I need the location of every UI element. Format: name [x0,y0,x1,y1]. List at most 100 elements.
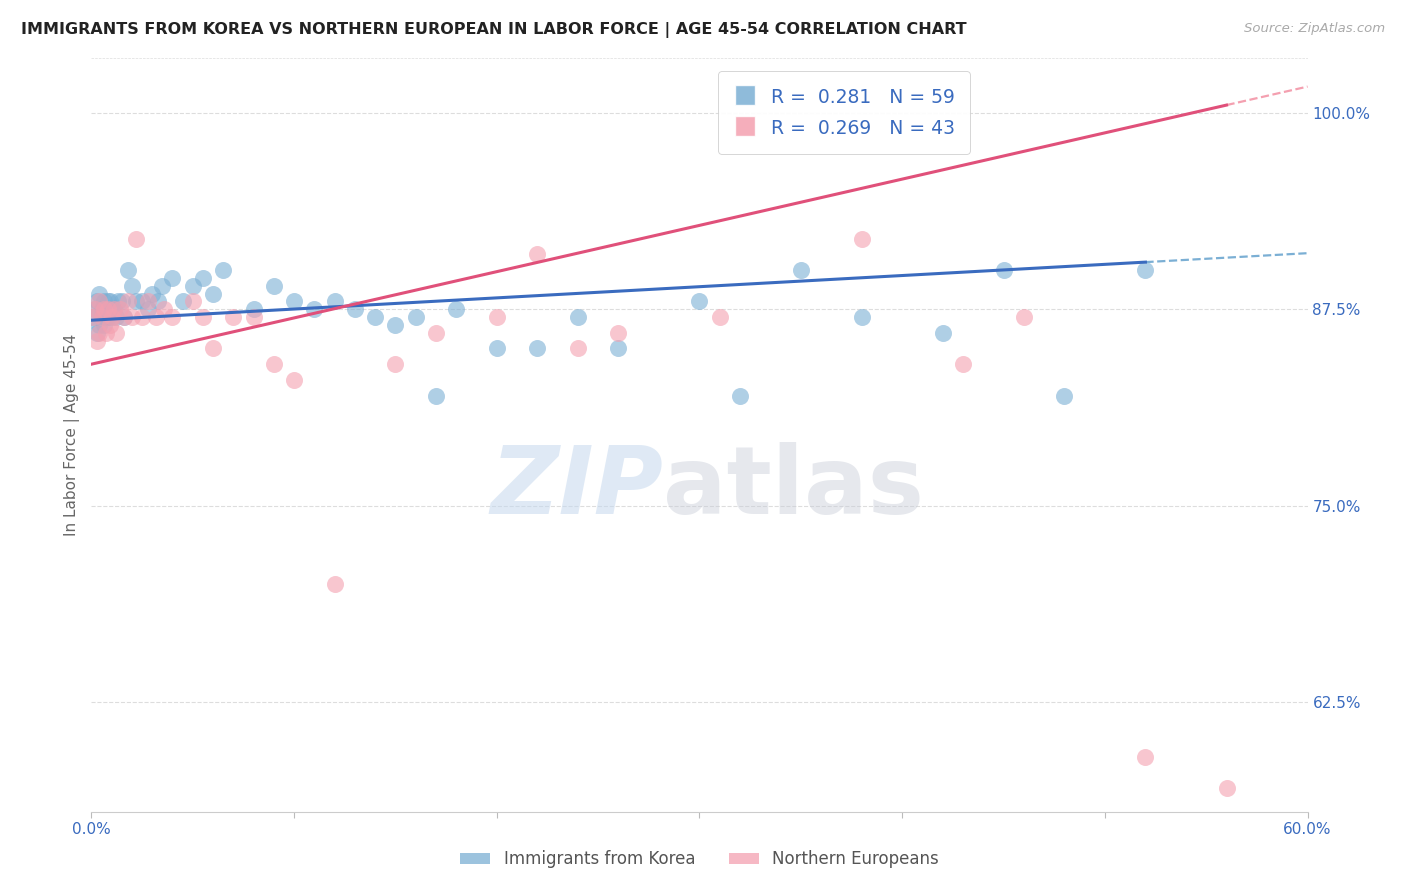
Point [104,326,127,340]
Point [851,231,873,245]
Point [993,263,1015,277]
Point [181,278,204,293]
Point [202,286,225,301]
Point [93,294,115,309]
Point [425,326,447,340]
Point [202,342,225,356]
Point [98,294,121,309]
Point [1135,749,1157,764]
Point [150,278,173,293]
Point [97,310,120,324]
Point [100,302,122,317]
Point [103,302,125,317]
Point [121,310,143,324]
Point [86,294,108,309]
Point [790,263,813,277]
Point [526,342,548,356]
Point [100,310,122,324]
Point [117,263,139,277]
Point [112,310,135,324]
Point [1012,310,1035,324]
Point [145,310,167,324]
Point [162,310,184,324]
Point [103,302,125,317]
Point [191,310,214,324]
Point [131,294,153,309]
Point [84,302,107,317]
Point [242,302,264,317]
Point [121,278,143,293]
Point [94,302,117,317]
Point [89,294,111,309]
Point [94,326,117,340]
Point [125,231,148,245]
Point [607,342,630,356]
Point [117,294,139,309]
Point [242,310,264,324]
Point [384,318,406,332]
Point [607,326,630,340]
Point [1053,388,1076,402]
Point [136,302,159,317]
Legend: Immigrants from Korea, Northern Europeans: Immigrants from Korea, Northern European… [454,844,945,875]
Point [851,310,873,324]
Point [86,326,108,340]
Point [90,302,112,317]
Point [97,302,120,317]
Point [212,263,235,277]
Point [84,302,107,317]
Point [98,318,121,332]
Point [89,326,111,340]
Point [1135,263,1157,277]
Point [728,388,751,402]
Point [141,286,163,301]
Point [323,577,346,591]
Point [89,286,111,301]
Point [364,310,387,324]
Point [952,357,974,371]
Y-axis label: In Labor Force | Age 45-54: In Labor Force | Age 45-54 [65,334,80,536]
Point [323,294,346,309]
Point [111,294,134,309]
Point [283,294,305,309]
Point [172,294,194,309]
Point [125,294,148,309]
Point [222,310,245,324]
Point [931,326,953,340]
Point [148,294,170,309]
Point [136,294,159,309]
Point [86,334,108,348]
Point [82,310,104,324]
Point [100,310,122,324]
Point [93,318,115,332]
Point [104,310,127,324]
Text: atlas: atlas [664,442,924,533]
Point [107,294,129,309]
Point [567,310,589,324]
Point [94,310,117,324]
Point [283,373,305,387]
Point [384,357,406,371]
Point [93,302,115,317]
Point [263,357,285,371]
Point [444,302,467,317]
Point [688,294,710,309]
Point [162,270,184,285]
Point [405,310,427,324]
Point [709,310,731,324]
Point [567,342,589,356]
Point [485,310,508,324]
Point [90,310,112,324]
Point [82,310,104,324]
Point [97,294,120,309]
Point [108,302,131,317]
Point [425,388,447,402]
Point [112,310,135,324]
Point [263,278,285,293]
Point [343,302,366,317]
Text: ZIP: ZIP [491,442,664,533]
Point [90,310,112,324]
Point [131,310,153,324]
Point [304,302,326,317]
Text: Source: ZipAtlas.com: Source: ZipAtlas.com [1244,22,1385,36]
